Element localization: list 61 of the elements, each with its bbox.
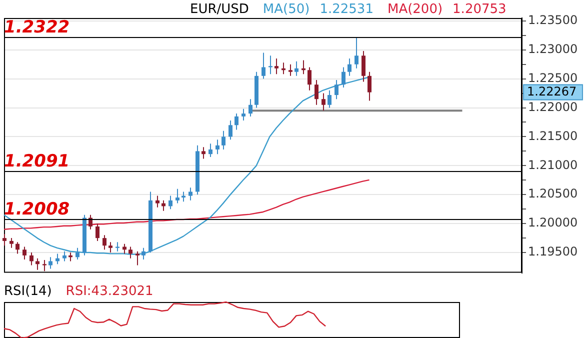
candlestick <box>368 71 372 102</box>
candlestick <box>188 187 192 201</box>
candlestick <box>96 223 100 242</box>
text: MA(50) <box>262 2 310 17</box>
text: 1.22267 <box>527 84 577 98</box>
y-tick-label: 1.20500 <box>528 186 578 201</box>
candlestick <box>122 243 126 254</box>
text: 1.22531 <box>320 2 374 17</box>
candlestick <box>10 238 14 248</box>
candlestick <box>328 90 332 108</box>
candlestick <box>354 36 358 69</box>
candlestick <box>62 250 66 262</box>
y-tick-label: 1.21000 <box>528 158 578 172</box>
series-label: RSI:43.23021 <box>66 284 154 299</box>
candlestick <box>22 246 26 260</box>
candlestick <box>342 66 346 88</box>
candlestick <box>216 139 220 155</box>
y-tick-label: 1.19500 <box>528 244 578 259</box>
candlestick <box>156 195 160 208</box>
candlestick <box>228 120 232 140</box>
candlestick <box>334 79 338 100</box>
candlestick <box>76 247 80 260</box>
candlestick <box>42 260 46 272</box>
candlestick <box>262 52 266 80</box>
y-tick-label: 1.22500 <box>528 70 578 85</box>
chart-title: RSI(14) <box>4 284 52 299</box>
text: MA(200) <box>387 2 443 17</box>
candlestick <box>116 242 120 252</box>
candlestick <box>142 247 146 260</box>
text: 1.20753 <box>452 2 506 17</box>
candlestick <box>222 130 226 150</box>
candlestick <box>128 246 132 259</box>
candlestick <box>348 58 352 76</box>
candlestick <box>176 188 180 204</box>
candlestick <box>202 146 206 160</box>
candlestick <box>242 108 246 121</box>
y-tick-label: 1.21500 <box>528 128 578 143</box>
y-tick-label: 1.22000 <box>528 100 578 114</box>
chart-title: EUR/USD <box>190 2 249 17</box>
y-tick-label: 1.23000 <box>528 42 578 56</box>
candlestick <box>234 113 238 130</box>
candlestick <box>288 64 292 76</box>
candlestick <box>136 250 140 266</box>
candlestick <box>108 242 112 254</box>
candlestick <box>36 258 40 270</box>
candlestick <box>322 92 326 112</box>
candlestick <box>314 79 318 106</box>
candlestick <box>208 143 212 158</box>
candlestick <box>16 242 20 254</box>
candlestick <box>102 234 106 250</box>
candlestick <box>294 60 298 76</box>
candlestick <box>168 195 172 210</box>
y-tick-label: 1.20000 <box>528 216 578 230</box>
candlestick <box>274 58 278 75</box>
candlestick <box>48 256 52 270</box>
candlestick <box>248 98 252 117</box>
candlestick <box>2 234 6 246</box>
candlestick <box>362 50 366 82</box>
y-tick-label: 1.23500 <box>528 13 578 28</box>
candlestick <box>308 66 312 91</box>
candlestick <box>30 252 34 266</box>
